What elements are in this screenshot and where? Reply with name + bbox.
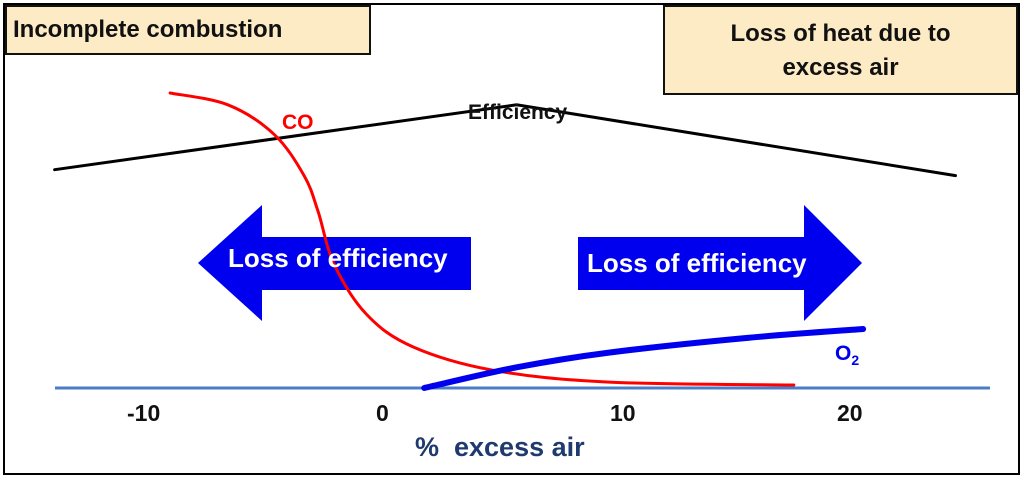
loss-heat-line2: excess air [782, 54, 899, 81]
loss-heat-line1: Loss of heat due to [730, 20, 951, 47]
right-arrow-label: Loss of efficiency [587, 248, 807, 278]
left-arrow-label: Loss of efficiency [228, 243, 448, 273]
series-line-o2 [421, 326, 867, 391]
efficiency-series-label: Efficiency [468, 101, 568, 124]
x-tick-label: 10 [610, 400, 636, 426]
x-tick-label: 0 [376, 400, 389, 426]
x-tick-label: 20 [837, 400, 863, 426]
series-line-efficiency [53, 103, 957, 178]
x-tick-label: -10 [127, 400, 161, 426]
chart-frame [3, 3, 1020, 475]
co-series-label: CO [282, 111, 314, 134]
series-line-co [168, 91, 796, 387]
o2-series-label: O2 [835, 342, 860, 369]
x-axis-title: % excess air [415, 432, 585, 462]
right-arrow-shape [578, 205, 862, 321]
loss-heat-box: Loss of heat due to excess air [663, 5, 1018, 95]
incomplete-combustion-box: Incomplete combustion [5, 5, 371, 55]
